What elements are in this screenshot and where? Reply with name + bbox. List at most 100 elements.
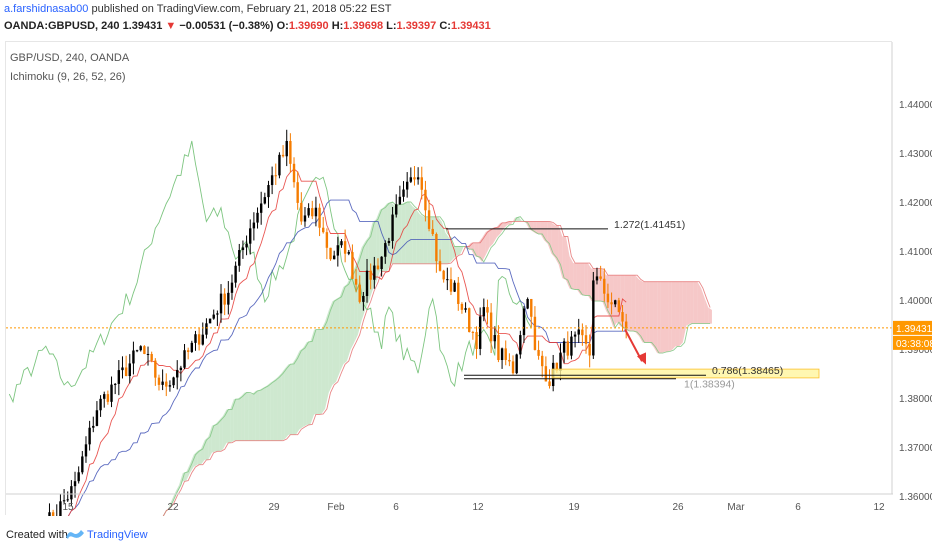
candle-body (453, 282, 456, 292)
cloud-segment (343, 284, 347, 365)
candle (95, 401, 99, 427)
down-arrow-icon: ▼ (165, 20, 177, 32)
candle-body (595, 276, 599, 281)
candle-body (570, 336, 573, 356)
candle-body (259, 203, 263, 213)
candle-body (398, 196, 402, 205)
chart-background (6, 42, 932, 516)
cloud-segment (511, 217, 515, 225)
cloud-segment (387, 202, 391, 272)
candle (500, 347, 504, 369)
candle (190, 340, 194, 353)
candle-body (95, 410, 99, 426)
cloud-segment (321, 321, 326, 415)
cloud-segment (401, 202, 406, 264)
candle (157, 374, 161, 391)
candle (59, 493, 62, 516)
candle-body (493, 335, 496, 342)
candle (289, 133, 292, 173)
candle-body (99, 398, 102, 411)
candle-body (614, 300, 617, 305)
indicator-legend[interactable]: Ichimoku (9, 26, 52, 26) (10, 71, 126, 83)
cloud-segment (259, 387, 263, 441)
author-link[interactable]: a.farshidnasab00 (4, 3, 89, 15)
candle-body (566, 341, 569, 356)
cloud-segment (252, 390, 256, 441)
candle (281, 145, 285, 158)
candle (322, 216, 325, 234)
candle (238, 243, 241, 272)
cloud-segment (270, 380, 274, 441)
cloud-segment (474, 242, 479, 258)
chart-area[interactable]: 1.272(1.41451) 0.786(1.38465) 1(1.38394) 1.… (5, 41, 932, 516)
x-tick-label: 22 (167, 502, 179, 513)
candle (486, 299, 489, 325)
candle-body (165, 381, 168, 387)
cloud-segment (580, 263, 585, 296)
candle-body (190, 342, 194, 352)
x-tick-label: Feb (327, 502, 345, 513)
candle (544, 356, 548, 382)
candle (570, 330, 573, 360)
candle-body (343, 241, 347, 254)
cloud-segment (423, 216, 428, 264)
candle-body (201, 334, 204, 345)
candle-body (478, 316, 482, 349)
cloud-segment (489, 227, 493, 248)
candle-body (332, 255, 336, 260)
candle (332, 250, 336, 260)
candle-body (464, 308, 467, 310)
cloud-segment (310, 329, 315, 425)
candle (252, 212, 256, 241)
candle-body (48, 512, 51, 516)
x-tick-label: 6 (393, 502, 399, 513)
candle-body (562, 341, 566, 353)
cloud-segment (376, 209, 380, 283)
cloud-segment (449, 237, 453, 264)
candle (274, 163, 277, 186)
price-chart[interactable]: 1.272(1.41451) 0.786(1.38465) 1(1.38394) 1.… (6, 42, 932, 516)
cloud-segment (668, 281, 672, 352)
candle (216, 310, 219, 326)
candle-body (405, 181, 409, 190)
candle (311, 200, 314, 220)
cloud-segment (211, 424, 216, 453)
candle (121, 356, 124, 379)
cloud-segment (500, 222, 504, 234)
high-label: H: (331, 20, 344, 32)
candle-body (77, 472, 80, 482)
candle-body (559, 352, 562, 371)
candle-body (84, 444, 88, 457)
candle (391, 206, 394, 249)
open-value: 1.39690 (288, 20, 329, 32)
candle-body (340, 241, 343, 246)
candle-body (281, 154, 285, 157)
candle-body (278, 154, 281, 176)
candle (139, 345, 142, 352)
candle-body (329, 247, 332, 260)
candle (610, 292, 613, 315)
candle-body (420, 177, 423, 190)
cloud-segment (628, 275, 632, 332)
y-tick-label: 1.43000 (899, 149, 932, 160)
kijun-line (67, 199, 627, 516)
tradingview-brand[interactable]: TradingView (87, 529, 148, 541)
cloud-segment (693, 281, 698, 324)
candle (526, 297, 529, 310)
candle (508, 353, 511, 367)
candle (373, 256, 376, 289)
candle-body (307, 208, 310, 216)
x-tick-label: 15 (62, 502, 74, 513)
candle-body (519, 335, 522, 355)
candle (384, 240, 387, 264)
candle-body (322, 227, 325, 233)
cloud-segment (230, 399, 234, 443)
candle-body (489, 312, 493, 342)
candle (208, 318, 212, 324)
candle (161, 369, 164, 391)
footer: Created with TradingView (0, 518, 932, 550)
candle (395, 194, 398, 218)
candle-body (292, 163, 296, 183)
candle-body (296, 182, 299, 203)
cloud-segment (325, 310, 329, 409)
